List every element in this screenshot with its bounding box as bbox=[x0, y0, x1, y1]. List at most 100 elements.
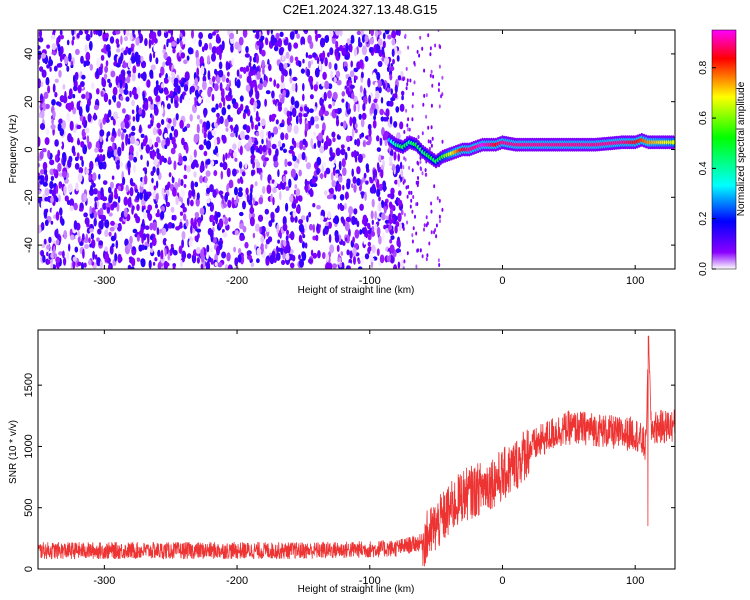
heatmap-noise-cell bbox=[370, 210, 374, 220]
heatmap-noise-cell bbox=[58, 62, 63, 68]
heatmap-noise-cell bbox=[109, 245, 114, 255]
heatmap-noise-cell bbox=[318, 60, 322, 71]
heatmap-noise-cell bbox=[301, 151, 306, 161]
heatmap-noise-cell bbox=[142, 233, 147, 241]
heatmap-noise-cell bbox=[181, 231, 186, 240]
heatmap-noise-cell bbox=[320, 98, 325, 104]
heatmap-noise-cell bbox=[342, 184, 345, 191]
heatmap-noise-cell bbox=[180, 40, 183, 48]
heatmap-noise-cell bbox=[85, 168, 90, 175]
heatmap-noise-cell bbox=[209, 184, 214, 193]
heatmap-noise-cell bbox=[249, 216, 255, 227]
heatmap-noise-cell bbox=[319, 215, 324, 221]
heatmap-noise-cell bbox=[256, 40, 261, 46]
heatmap-noise-cell bbox=[58, 194, 61, 203]
heatmap-noise-cell bbox=[302, 234, 306, 239]
heatmap-noise-cell bbox=[102, 31, 107, 42]
heatmap-noise-cell bbox=[116, 48, 121, 53]
heatmap-noise-cell bbox=[183, 84, 189, 92]
colorbar-label: Normalized spectral amplitude bbox=[736, 81, 747, 216]
heatmap-noise-cell bbox=[111, 243, 115, 248]
heatmap-noise-cell bbox=[312, 235, 317, 241]
heatmap-noise-cell bbox=[108, 231, 112, 237]
heatmap-noise-cell bbox=[212, 31, 216, 36]
heatmap-noise-cell bbox=[412, 226, 415, 231]
heatmap-noise-cell bbox=[135, 37, 140, 46]
heatmap-noise-cell bbox=[81, 159, 84, 167]
heatmap-noise-cell bbox=[147, 124, 152, 129]
heatmap-noise-cell bbox=[371, 198, 375, 208]
heatmap-noise-cell bbox=[152, 151, 155, 161]
heatmap-noise-cell bbox=[327, 90, 332, 99]
heatmap-noise-cell bbox=[90, 30, 93, 38]
heatmap-noise-cell bbox=[319, 37, 326, 48]
heatmap-noise-cell bbox=[415, 231, 418, 236]
heatmap-noise-cell bbox=[51, 51, 57, 55]
heatmap-noise-cell bbox=[79, 155, 84, 161]
heatmap-noise-cell bbox=[287, 161, 292, 167]
heatmap-noise-cell bbox=[398, 190, 402, 196]
heatmap-noise-cell bbox=[65, 178, 69, 184]
heatmap-noise-cell bbox=[441, 207, 444, 212]
heatmap-noise-cell bbox=[310, 116, 315, 126]
heatmap-noise-cell bbox=[198, 144, 204, 151]
heatmap-noise-cell bbox=[228, 179, 234, 189]
heatmap-noise-cell bbox=[99, 122, 103, 130]
heatmap-noise-cell bbox=[298, 112, 303, 118]
heatmap-noise-cell bbox=[294, 30, 298, 35]
heatmap-noise-cell bbox=[363, 87, 367, 98]
heatmap-noise-cell bbox=[183, 174, 188, 180]
heatmap-noise-cell bbox=[132, 65, 137, 74]
heatmap-noise-cell bbox=[242, 30, 248, 38]
heatmap-noise-cell bbox=[360, 132, 365, 138]
heatmap-noise-cell bbox=[312, 223, 315, 233]
heatmap-noise-cell bbox=[300, 36, 306, 47]
heatmap-noise-cell bbox=[138, 107, 142, 115]
heatmap-noise-cell bbox=[59, 34, 64, 40]
heatmap-noise-cell bbox=[160, 205, 165, 213]
heatmap-noise-cell bbox=[391, 38, 396, 46]
heatmap-noise-cell bbox=[279, 190, 282, 201]
heatmap-noise-cell bbox=[40, 109, 45, 119]
heatmap-noise-cell bbox=[339, 204, 345, 211]
heatmap-noise-cell bbox=[181, 250, 187, 260]
heatmap-noise-cell bbox=[364, 191, 367, 201]
heatmap-noise-cell bbox=[210, 160, 215, 167]
heatmap-noise-cell bbox=[277, 38, 283, 48]
heatmap-noise-cell bbox=[328, 61, 332, 70]
heatmap-noise-cell bbox=[81, 233, 85, 241]
heatmap-noise-cell bbox=[147, 204, 153, 211]
heatmap-noise-cell bbox=[298, 219, 304, 225]
heatmap-noise-cell bbox=[156, 122, 161, 129]
heatmap-noise-cell bbox=[299, 106, 303, 112]
heatmap-noise-cell bbox=[316, 204, 321, 210]
heatmap-noise-cell bbox=[178, 155, 183, 165]
heatmap-noise-cell bbox=[327, 52, 330, 58]
heatmap-noise-cell bbox=[336, 79, 342, 86]
heatmap-noise-cell bbox=[131, 109, 135, 115]
heatmap-noise-cell bbox=[57, 162, 62, 172]
heatmap-noise-cell bbox=[401, 90, 405, 96]
heatmap-noise-cell bbox=[88, 174, 92, 181]
heatmap-noise-cell bbox=[411, 104, 414, 109]
heatmap-noise-cell bbox=[61, 120, 66, 130]
heatmap-noise-cell bbox=[349, 84, 355, 90]
heatmap-noise-cell bbox=[260, 225, 266, 234]
heatmap-noise-cell bbox=[351, 128, 355, 138]
heatmap-noise-cell bbox=[164, 184, 170, 191]
heatmap-noise-cell bbox=[296, 142, 300, 148]
heatmap-noise-cell bbox=[194, 89, 199, 97]
heatmap-noise-cell bbox=[81, 93, 86, 99]
heatmap-noise-cell bbox=[356, 166, 361, 175]
heatmap-noise-cell bbox=[85, 233, 89, 242]
heatmap-noise-cell bbox=[85, 33, 91, 42]
heatmap-noise-cell bbox=[165, 239, 170, 246]
heatmap-noise-cell bbox=[140, 60, 147, 69]
heatmap-noise-cell bbox=[144, 245, 148, 250]
heatmap-noise-cell bbox=[295, 115, 299, 125]
heatmap-noise-cell bbox=[322, 122, 326, 132]
heatmap-noise-cell bbox=[186, 253, 192, 259]
heatmap-noise-cell bbox=[427, 125, 430, 130]
heatmap-noise-cell bbox=[55, 184, 59, 195]
heatmap-noise-cell bbox=[103, 73, 108, 80]
